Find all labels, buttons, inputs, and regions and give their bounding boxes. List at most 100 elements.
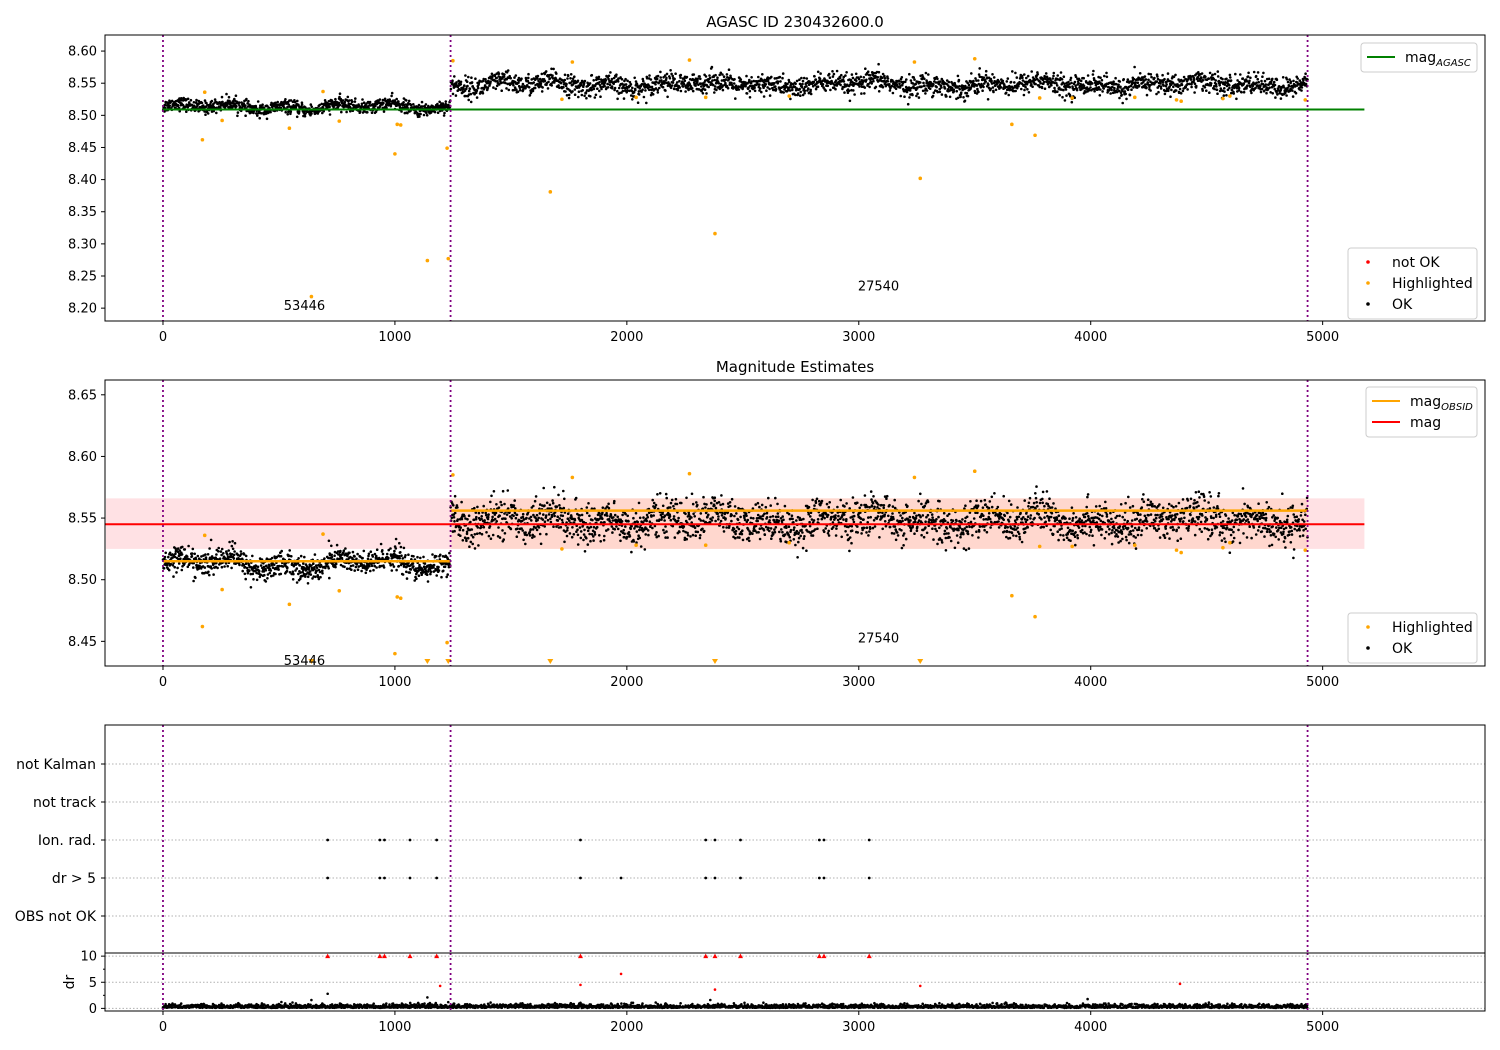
dr-capped-marker [377, 953, 383, 959]
flag-point [378, 838, 382, 842]
x-tick-label: 0 [159, 330, 167, 345]
x-tick-label: 5000 [1306, 675, 1339, 690]
highlighted-point [393, 651, 397, 656]
highlighted-point [337, 119, 342, 123]
legend-label: OK [1392, 297, 1413, 313]
flag-point [435, 876, 439, 880]
legend-dot-swatch [1366, 625, 1370, 629]
highlighted-point [202, 90, 207, 94]
x-tick-label: 3000 [842, 675, 875, 690]
highlighted-point [912, 475, 917, 480]
flag-point [704, 876, 708, 880]
legend-box [1360, 42, 1478, 73]
dr-capped-marker [381, 953, 387, 959]
highlighted-point [703, 543, 708, 547]
x-tick-label: 0 [159, 675, 167, 690]
axes-frame [104, 34, 1486, 322]
highlighted-point [687, 58, 692, 62]
dr-not-ok-point [713, 988, 717, 991]
x-tick-label: 1000 [378, 675, 411, 690]
x-tick-label: 1000 [378, 330, 411, 345]
highlighted-point [451, 58, 455, 63]
highlighted-point [972, 469, 977, 474]
highlighted-point [395, 595, 400, 599]
flag-point [817, 838, 821, 842]
highlighted-point [309, 294, 314, 299]
dr-ok-point [326, 992, 329, 996]
dr-capped-marker [703, 953, 709, 959]
highlighted-point [1010, 593, 1014, 598]
y-tick-label: 8.35 [68, 205, 97, 220]
flag-point [704, 838, 708, 842]
highlighted-point [912, 60, 917, 64]
highlighted-point [202, 533, 207, 538]
legend-box [1365, 386, 1478, 438]
flag-point [408, 838, 412, 842]
highlighted-point [1132, 543, 1137, 547]
dr-not-ok-point [438, 984, 442, 988]
y-tick-label: 8.40 [68, 173, 97, 188]
obsid-label: 53446 [284, 299, 325, 314]
highlighted-point [634, 95, 638, 100]
dr-ok-point [426, 996, 429, 999]
flag-label: Ion. rad. [38, 833, 96, 849]
highlighted-point [1179, 550, 1183, 555]
x-tick-label: 0 [159, 1020, 167, 1035]
legend-label: Highlighted [1392, 276, 1473, 292]
dr-not-ok-point [918, 984, 922, 988]
highlighted-point [548, 190, 553, 194]
y-tick-label: 8.65 [68, 388, 97, 403]
highlighted-point [560, 97, 564, 102]
y-tick-label: 8.55 [68, 77, 97, 92]
highlighted-point [972, 56, 977, 61]
highlighted-point [1070, 544, 1074, 549]
highlighted-point [398, 596, 403, 600]
flag-label: not Kalman [16, 757, 96, 773]
highlighted-point [200, 624, 205, 629]
flag-label: not track [33, 795, 97, 811]
obsid-label: 27540 [858, 632, 899, 647]
x-tick-label: 5000 [1306, 1020, 1339, 1035]
flag-label: OBS not OK [15, 909, 97, 925]
y-tick-label: 8.25 [68, 270, 97, 285]
x-tick-label: 3000 [842, 330, 875, 345]
highlighted-point [787, 540, 792, 545]
highlighted-point [1037, 544, 1042, 549]
legend-label: Highlighted [1392, 620, 1473, 636]
highlighted-point [287, 602, 292, 607]
clipped-point-marker [308, 659, 315, 664]
dr-capped-marker [737, 953, 743, 959]
y-tick-label: 8.45 [68, 141, 97, 156]
highlighted-point [321, 532, 325, 536]
highlighted-point [446, 256, 451, 261]
clipped-point-marker [424, 659, 431, 664]
highlighted-point [1174, 548, 1179, 552]
highlighted-point [1033, 614, 1037, 619]
dr-not-ok-point [579, 983, 582, 987]
flag-point [713, 838, 717, 842]
flag-point [867, 838, 871, 842]
y-tick-label: 5 [89, 976, 97, 991]
legend-dot-swatch [1366, 302, 1370, 306]
highlighted-point [287, 126, 292, 130]
highlighted-point [1303, 548, 1308, 552]
legend-box [1347, 612, 1478, 664]
legend-dot-swatch [1366, 281, 1370, 285]
highlighted-point [395, 122, 400, 127]
ok-points [161, 62, 1309, 121]
highlighted-point [1037, 96, 1042, 100]
magnitude-estimates-panel: Magnitude Estimates 53446 27540 0 1000 2000 30… [68, 358, 1486, 690]
highlighted-point [713, 231, 717, 236]
highlighted-point [1010, 122, 1014, 127]
axes-frame [104, 379, 1486, 667]
highlighted-point [1070, 96, 1074, 100]
obsid-label: 27540 [858, 280, 899, 295]
legend-label: OK [1392, 641, 1413, 657]
highlighted-point [337, 589, 342, 593]
flag-point [867, 876, 871, 880]
agasc-panel: AGASC ID 230432600.0 53446 27540 0 1000 2000 3… [68, 13, 1486, 345]
axes-frame [104, 724, 1486, 954]
x-tick-label: 5000 [1306, 330, 1339, 345]
y-tick-label: 0 [89, 1002, 97, 1017]
